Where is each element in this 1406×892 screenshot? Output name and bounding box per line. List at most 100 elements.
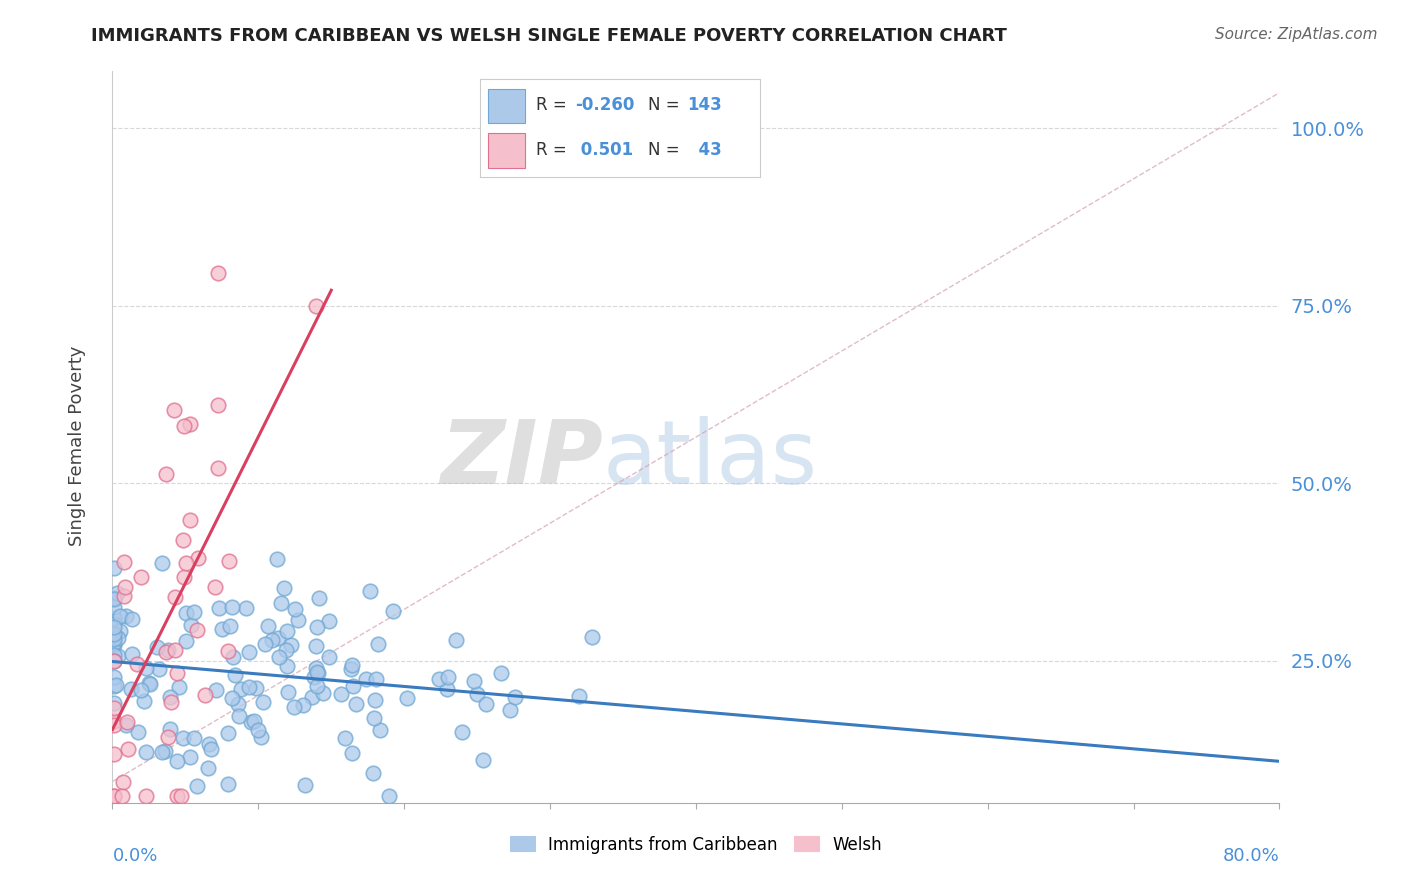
Point bbox=[217, 644, 239, 658]
Point bbox=[305, 620, 328, 634]
Point bbox=[228, 709, 250, 723]
Point bbox=[107, 631, 129, 645]
Point bbox=[294, 778, 316, 792]
Point bbox=[242, 714, 264, 728]
Point bbox=[103, 670, 125, 684]
Point bbox=[253, 637, 276, 651]
Point bbox=[150, 556, 173, 570]
Text: atlas: atlas bbox=[603, 416, 818, 502]
Point bbox=[252, 695, 274, 709]
Point bbox=[262, 633, 284, 648]
Point bbox=[156, 731, 179, 745]
Point bbox=[170, 789, 193, 803]
Point bbox=[231, 682, 253, 697]
Point bbox=[105, 586, 128, 600]
Point bbox=[150, 745, 173, 759]
Point bbox=[160, 695, 183, 709]
Point bbox=[183, 731, 205, 745]
Point bbox=[342, 657, 364, 672]
Point bbox=[427, 672, 450, 686]
Point bbox=[284, 602, 307, 616]
Point bbox=[505, 690, 527, 704]
Point bbox=[344, 697, 367, 711]
Point bbox=[342, 679, 364, 693]
Point bbox=[111, 789, 134, 803]
Point bbox=[103, 714, 125, 728]
Point bbox=[179, 417, 201, 431]
Point bbox=[103, 561, 125, 575]
Point bbox=[103, 592, 125, 607]
Point bbox=[444, 632, 467, 647]
Point bbox=[305, 680, 328, 694]
Point bbox=[318, 615, 340, 629]
Point bbox=[465, 687, 488, 701]
Point bbox=[287, 613, 309, 627]
Point bbox=[361, 765, 384, 780]
Point bbox=[217, 777, 239, 791]
Point bbox=[103, 632, 125, 647]
Point bbox=[250, 730, 273, 744]
Point bbox=[198, 737, 221, 751]
Point bbox=[280, 639, 302, 653]
Point bbox=[115, 608, 138, 623]
Point bbox=[207, 398, 229, 412]
Point bbox=[121, 612, 143, 626]
Point bbox=[148, 662, 170, 676]
Point bbox=[266, 552, 288, 566]
Point bbox=[103, 610, 125, 624]
Point bbox=[103, 679, 125, 693]
Point bbox=[304, 660, 326, 674]
Point bbox=[218, 619, 240, 633]
Point bbox=[186, 624, 208, 638]
Point bbox=[169, 681, 191, 695]
Point bbox=[103, 697, 125, 711]
Point bbox=[308, 591, 330, 605]
Point bbox=[318, 649, 340, 664]
Point bbox=[208, 600, 231, 615]
Point bbox=[110, 624, 132, 639]
Point bbox=[103, 616, 125, 631]
Point bbox=[330, 687, 353, 701]
Point bbox=[103, 648, 125, 662]
Point bbox=[107, 648, 129, 663]
Point bbox=[474, 698, 496, 712]
Point bbox=[183, 605, 205, 619]
Point bbox=[235, 601, 257, 615]
Point bbox=[129, 682, 152, 697]
Point bbox=[436, 670, 458, 684]
Point bbox=[359, 583, 381, 598]
Point bbox=[368, 723, 391, 737]
Point bbox=[489, 666, 512, 681]
Text: Source: ZipAtlas.com: Source: ZipAtlas.com bbox=[1215, 27, 1378, 42]
Point bbox=[172, 533, 194, 547]
Point bbox=[135, 745, 157, 759]
Point bbox=[363, 711, 385, 725]
Point bbox=[335, 731, 357, 746]
Point bbox=[135, 661, 157, 675]
Point bbox=[194, 688, 217, 702]
Point bbox=[163, 590, 186, 604]
Point bbox=[205, 683, 228, 698]
Point bbox=[103, 718, 125, 732]
Point bbox=[204, 580, 226, 594]
Point bbox=[103, 636, 125, 650]
Legend: Immigrants from Caribbean, Welsh: Immigrants from Caribbean, Welsh bbox=[503, 829, 889, 860]
Text: Single Female Poverty: Single Female Poverty bbox=[69, 346, 86, 546]
Point bbox=[103, 747, 125, 761]
Point bbox=[103, 653, 125, 667]
Point bbox=[382, 604, 405, 618]
Point bbox=[307, 665, 329, 679]
Point bbox=[127, 725, 149, 739]
Point bbox=[176, 634, 198, 648]
Point bbox=[103, 638, 125, 652]
Point bbox=[267, 632, 290, 646]
Point bbox=[112, 555, 135, 569]
Point bbox=[283, 699, 305, 714]
Point bbox=[217, 726, 239, 740]
Point bbox=[277, 685, 299, 699]
Point bbox=[166, 754, 188, 768]
Point bbox=[276, 643, 298, 657]
Point bbox=[186, 779, 208, 793]
Point bbox=[104, 678, 127, 692]
Point bbox=[103, 700, 125, 714]
